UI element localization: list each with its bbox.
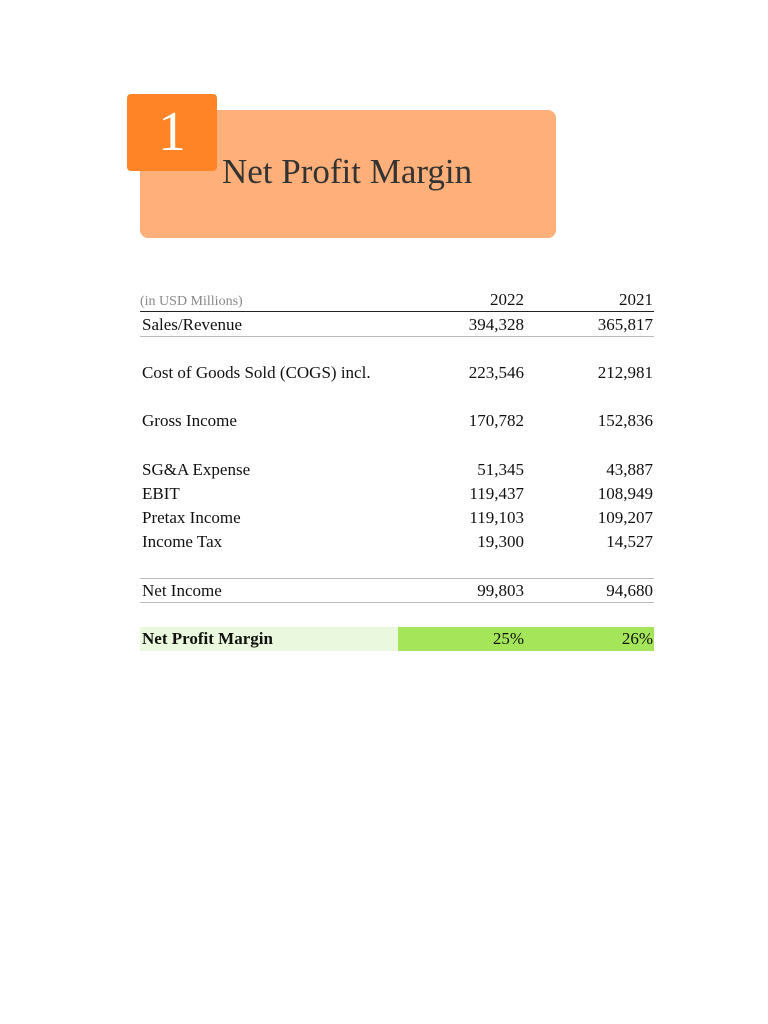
section-title: Net Profit Margin <box>222 152 473 191</box>
column-header: 2021 <box>619 290 653 309</box>
row-label: Cost of Goods Sold (COGS) incl. <box>142 363 371 382</box>
row-value: 19,300 <box>477 532 524 551</box>
row-value: 109,207 <box>597 508 653 527</box>
row-value: 25% <box>492 629 524 648</box>
section-number: 1 <box>127 94 217 171</box>
row-rule <box>140 602 654 603</box>
header-rule <box>140 311 654 312</box>
row-value: 394,328 <box>468 315 524 334</box>
row-value: 152,836 <box>597 411 653 430</box>
row-value: 223,546 <box>468 363 524 382</box>
row-label: Net Profit Margin <box>142 629 273 648</box>
row-label: Net Income <box>142 581 222 600</box>
row-label: SG&A Expense <box>142 460 251 479</box>
row-label: Sales/Revenue <box>142 315 243 334</box>
row-value: 43,887 <box>606 460 653 479</box>
row-rule <box>140 578 654 579</box>
row-label: Gross Income <box>142 411 237 430</box>
row-value: 170,782 <box>468 411 524 430</box>
row-value: 94,680 <box>606 581 653 600</box>
row-value: 119,437 <box>469 484 524 503</box>
column-header: 2022 <box>490 290 524 309</box>
unit-label: (in USD Millions) <box>140 294 243 309</box>
row-value: 119,103 <box>469 508 524 527</box>
row-value: 108,949 <box>597 484 653 503</box>
row-value: 212,981 <box>597 363 653 382</box>
row-value: 14,527 <box>606 532 653 551</box>
row-value: 99,803 <box>477 581 524 600</box>
row-label: Income Tax <box>142 532 223 551</box>
row-label: EBIT <box>142 484 180 503</box>
row-label: Pretax Income <box>142 508 241 527</box>
row-value: 26% <box>621 629 653 648</box>
value-highlight <box>398 627 654 651</box>
label-highlight <box>140 627 398 651</box>
row-value: 365,817 <box>597 315 653 334</box>
row-value: 51,345 <box>477 460 524 479</box>
row-rule <box>140 336 654 337</box>
